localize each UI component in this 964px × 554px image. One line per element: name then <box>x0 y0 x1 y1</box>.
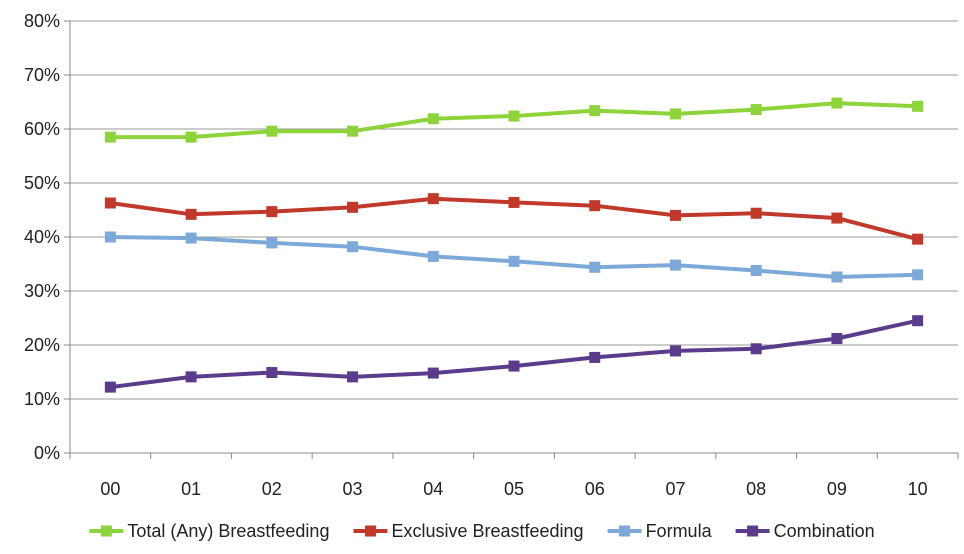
data-point-marker <box>347 371 359 383</box>
x-tick-label: 06 <box>585 479 605 499</box>
data-point-marker <box>185 208 197 220</box>
legend: Total (Any) Breastfeeding Exclusive Breas… <box>89 521 875 541</box>
x-tick-label: 00 <box>100 479 120 499</box>
y-tick-label: 20% <box>24 335 60 355</box>
y-tick-label: 50% <box>24 173 60 193</box>
legend-label: Total (Any) Breastfeeding <box>127 521 329 541</box>
data-point-marker <box>669 345 681 357</box>
data-point-marker <box>266 367 278 379</box>
series-formula <box>104 231 924 283</box>
x-tick-label: 08 <box>746 479 766 499</box>
legend-swatch-marker <box>100 525 112 537</box>
legend-label: Exclusive Breastfeeding <box>391 521 583 541</box>
data-point-marker <box>104 131 116 143</box>
series-exclusive-breastfeeding <box>104 193 924 245</box>
x-tick-label: 07 <box>665 479 685 499</box>
data-point-marker <box>912 269 924 281</box>
data-point-marker <box>589 261 601 273</box>
legend-label: Combination <box>774 521 875 541</box>
legend-label: Formula <box>646 521 713 541</box>
data-point-marker <box>185 232 197 244</box>
data-point-marker <box>589 351 601 363</box>
data-point-marker <box>104 381 116 393</box>
data-point-marker <box>427 193 439 205</box>
x-tick-label: 01 <box>181 479 201 499</box>
legend-entry: Exclusive Breastfeeding <box>353 521 584 541</box>
y-tick-label: 10% <box>24 389 60 409</box>
y-tick-label: 70% <box>24 65 60 85</box>
data-point-marker <box>831 212 843 224</box>
x-tick-label: 02 <box>262 479 282 499</box>
data-point-marker <box>831 333 843 345</box>
data-point-marker <box>104 231 116 243</box>
data-point-marker <box>347 241 359 253</box>
data-point-marker <box>750 104 762 116</box>
data-point-marker <box>750 207 762 219</box>
data-point-marker <box>104 197 116 209</box>
x-tick-label: 05 <box>504 479 524 499</box>
data-point-marker <box>427 113 439 125</box>
data-point-marker <box>427 250 439 262</box>
series-line <box>108 318 920 390</box>
y-tick-label: 80% <box>24 11 60 31</box>
legend-entry: Formula <box>607 521 713 541</box>
data-point-marker <box>347 125 359 137</box>
data-point-marker <box>912 100 924 112</box>
legend-swatch-marker <box>364 525 376 537</box>
data-point-marker <box>750 264 762 276</box>
data-point-marker <box>185 371 197 383</box>
data-point-marker <box>185 131 197 143</box>
y-tick-label: 0% <box>34 443 60 463</box>
data-point-marker <box>589 105 601 117</box>
x-tick-label: 03 <box>343 479 363 499</box>
series-combination <box>104 315 924 393</box>
axes: 0% 10% 20% 30% 40% 50% 60% 70% 80% 00 01 02 03 04 05 06… <box>24 11 959 499</box>
data-point-marker <box>912 315 924 327</box>
legend-swatch-marker <box>747 525 759 537</box>
y-tick-label: 40% <box>24 227 60 247</box>
data-point-marker <box>589 200 601 212</box>
x-tick-label: 10 <box>908 479 928 499</box>
data-point-marker <box>912 233 924 245</box>
data-point-marker <box>831 271 843 283</box>
data-point-marker <box>669 259 681 271</box>
data-point-marker <box>266 237 278 249</box>
data-point-marker <box>266 206 278 218</box>
legend-entry: Combination <box>735 521 875 541</box>
x-tick-label: 04 <box>423 479 443 499</box>
data-point-marker <box>508 360 520 372</box>
y-tick-label: 60% <box>24 119 60 139</box>
legend-entry: Total (Any) Breastfeeding <box>89 521 329 541</box>
data-point-marker <box>669 108 681 120</box>
data-point-marker <box>508 110 520 122</box>
data-point-marker <box>427 367 439 379</box>
y-tick-label: 30% <box>24 281 60 301</box>
series-total-any-breastfeeding <box>104 97 924 143</box>
data-point-marker <box>831 97 843 109</box>
data-point-marker <box>508 255 520 267</box>
data-point-marker <box>750 343 762 355</box>
data-point-marker <box>266 125 278 137</box>
series-group <box>104 97 924 393</box>
data-point-marker <box>508 196 520 208</box>
data-point-marker <box>669 209 681 221</box>
data-point-marker <box>347 201 359 213</box>
legend-swatch-marker <box>619 525 631 537</box>
gridlines <box>70 20 958 454</box>
x-tick-label: 09 <box>827 479 847 499</box>
